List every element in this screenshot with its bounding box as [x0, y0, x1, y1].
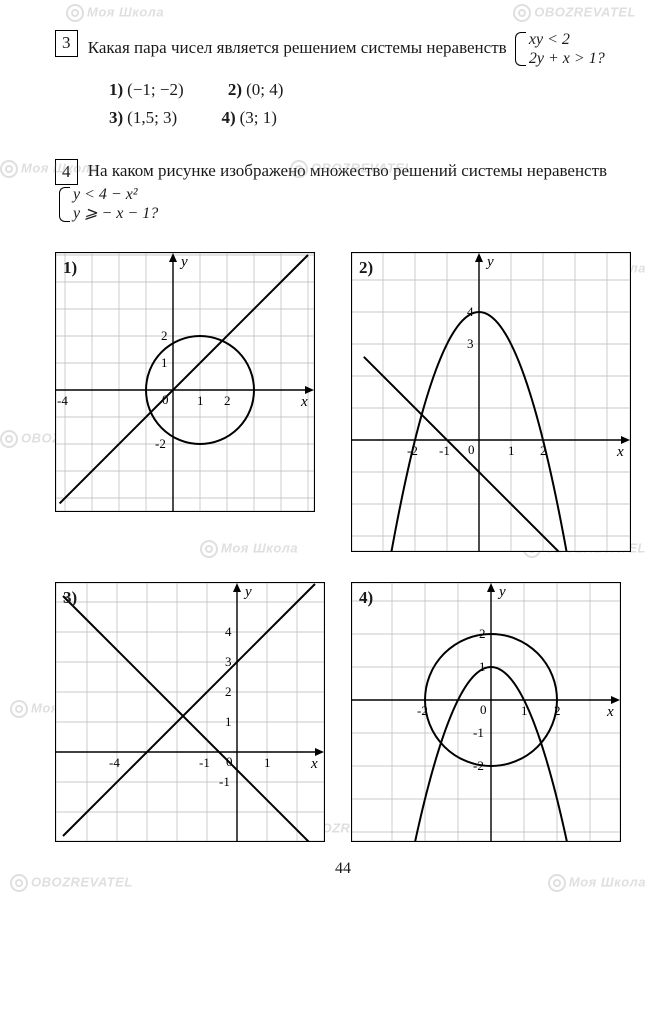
svg-text:-1: -1 [439, 443, 450, 458]
svg-text:x: x [310, 756, 318, 772]
svg-text:3: 3 [225, 654, 232, 669]
chart-2: 2) yx0-2-11234 [351, 252, 631, 552]
problem-3: 3 Какая пара чисел является решением сис… [55, 30, 631, 131]
system-row: y ⩾ − x − 1? [73, 204, 158, 223]
option-3: 3)(1,5; 3) [109, 106, 177, 131]
svg-text:-1: -1 [473, 725, 484, 740]
problem-text: На каком рисунке изображено множество ре… [88, 161, 607, 180]
chart-4: 4) yx0-212-2-112 [351, 582, 631, 842]
answer-options: 1)(−1; −2) 2)(0; 4) 3)(1,5; 3) 4)(3; 1) [109, 78, 631, 130]
chart-label: 3) [63, 588, 77, 608]
problem-number: 3 [55, 30, 78, 57]
chart-svg: yx0-412-212 [55, 252, 315, 512]
svg-text:y: y [243, 584, 252, 600]
problem-4: 4 На каком рисунке изображено множество … [55, 159, 631, 224]
svg-text:1: 1 [197, 393, 204, 408]
svg-text:4: 4 [225, 624, 232, 639]
system-brace: y < 4 − x² y ⩾ − x − 1? [59, 185, 158, 223]
option-4: 4)(3; 1) [221, 106, 276, 131]
chart-label: 4) [359, 588, 373, 608]
svg-text:x: x [300, 394, 308, 410]
svg-text:x: x [606, 704, 614, 720]
svg-text:y: y [497, 584, 506, 600]
svg-text:x: x [616, 444, 624, 460]
page-number: 44 [55, 860, 631, 878]
svg-text:1: 1 [508, 443, 515, 458]
watermark: OBOZREVATEL [513, 4, 636, 22]
problem-number: 4 [55, 159, 78, 186]
page: Моя Школа OBOZREVATEL Моя Школа OBOZREVA… [0, 0, 666, 898]
svg-text:-4: -4 [109, 755, 120, 770]
svg-text:2: 2 [161, 328, 168, 343]
svg-text:-4: -4 [57, 393, 68, 408]
system-row: 2y + x > 1? [529, 49, 605, 68]
svg-text:y: y [179, 254, 188, 270]
svg-text:0: 0 [480, 702, 487, 717]
system-row: y < 4 − x² [73, 185, 158, 204]
option-1: 1)(−1; −2) [109, 78, 184, 103]
system-brace: xy < 2 2y + x > 1? [515, 30, 605, 68]
svg-text:1: 1 [264, 755, 271, 770]
option-2: 2)(0; 4) [228, 78, 283, 103]
chart-3: 3) yx0-4-11-11234 [55, 582, 327, 842]
chart-svg: yx0-212-2-112 [351, 582, 621, 842]
system-row: xy < 2 [529, 30, 605, 49]
chart-svg: yx0-4-11-11234 [55, 582, 325, 842]
svg-text:-2: -2 [155, 436, 166, 451]
svg-text:1: 1 [225, 714, 232, 729]
svg-text:2: 2 [225, 684, 232, 699]
svg-text:-1: -1 [199, 755, 210, 770]
svg-text:y: y [485, 254, 494, 270]
charts-grid: 1) yx0-412-212 2) yx0-2-11234 3) yx0-4-1… [55, 252, 631, 842]
chart-svg: yx0-2-11234 [351, 252, 631, 552]
chart-label: 2) [359, 258, 373, 278]
svg-text:1: 1 [161, 355, 168, 370]
svg-text:2: 2 [224, 393, 231, 408]
svg-text:-1: -1 [219, 774, 230, 789]
svg-text:3: 3 [467, 336, 474, 351]
chart-label: 1) [63, 258, 77, 278]
problem-text: Какая пара чисел является решением систе… [88, 38, 511, 57]
svg-text:0: 0 [468, 442, 475, 457]
watermark: Моя Школа [66, 4, 164, 22]
chart-1: 1) yx0-412-212 [55, 252, 327, 552]
